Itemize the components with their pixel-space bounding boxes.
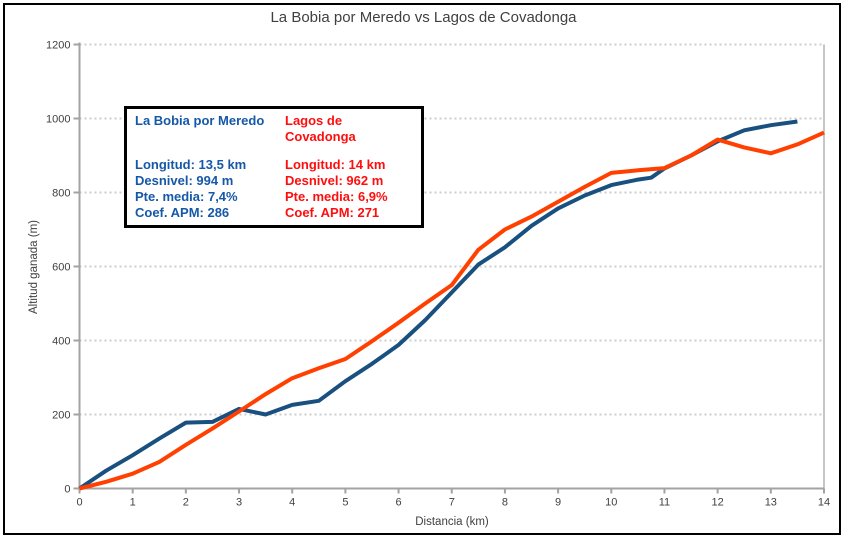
legend-series2-longitud: Longitud: 14 km [285, 157, 386, 172]
y-tick-label: 1200 [46, 40, 70, 52]
legend-series2-pte-media: Pte. media: 6,9% [285, 189, 388, 204]
x-tick-label: 2 [183, 497, 189, 509]
x-tick-label: 8 [502, 497, 508, 509]
x-tick-label: 4 [289, 497, 295, 509]
y-tick-label: 200 [52, 410, 70, 422]
x-tick-label: 11 [659, 497, 670, 509]
legend-series1-desnivel: Desnivel: 994 m [135, 173, 234, 188]
x-tick-label: 6 [396, 497, 402, 509]
y-tick-label: 600 [52, 262, 70, 274]
x-tick-label: 14 [818, 497, 830, 509]
x-tick-label: 13 [765, 497, 777, 509]
x-tick-label: 12 [712, 497, 724, 509]
legend-series1-coef-apm: Coef. APM: 286 [135, 205, 230, 220]
legend-series1-name: La Bobia por Meredo [135, 113, 265, 128]
y-tick-label: 1000 [46, 114, 70, 126]
x-axis-label: Distancia (km) [415, 516, 489, 528]
x-tick-label: 5 [342, 497, 348, 509]
x-tick-label: 9 [555, 497, 561, 509]
legend-series1-pte-media: Pte. media: 7,4% [135, 189, 238, 204]
legend-box: La Bobia por Meredo Lagos de Covadonga L… [124, 106, 424, 228]
legend-series2-desnivel: Desnivel: 962 m [285, 173, 384, 188]
series-line-covadonga [79, 130, 825, 491]
y-tick-label: 0 [64, 484, 70, 496]
chart-title: La Bobia por Meredo vs Lagos de Covadong… [270, 9, 577, 26]
y-tick-label: 400 [52, 336, 70, 348]
y-tick-label: 800 [52, 188, 70, 200]
legend-series1-longitud: Longitud: 13,5 km [135, 157, 247, 172]
x-tick-label: 1 [130, 497, 136, 509]
x-tick-label: 3 [236, 497, 242, 509]
x-tick-label: 7 [449, 497, 455, 509]
x-tick-label: 0 [76, 497, 82, 509]
legend-series2-name: Lagos de Covadonga [285, 113, 356, 144]
y-axis-label: Altitud ganada (m) [28, 220, 40, 314]
legend-series2-coef-apm: Coef. APM: 271 [285, 205, 380, 220]
x-tick-label: 10 [605, 497, 617, 509]
